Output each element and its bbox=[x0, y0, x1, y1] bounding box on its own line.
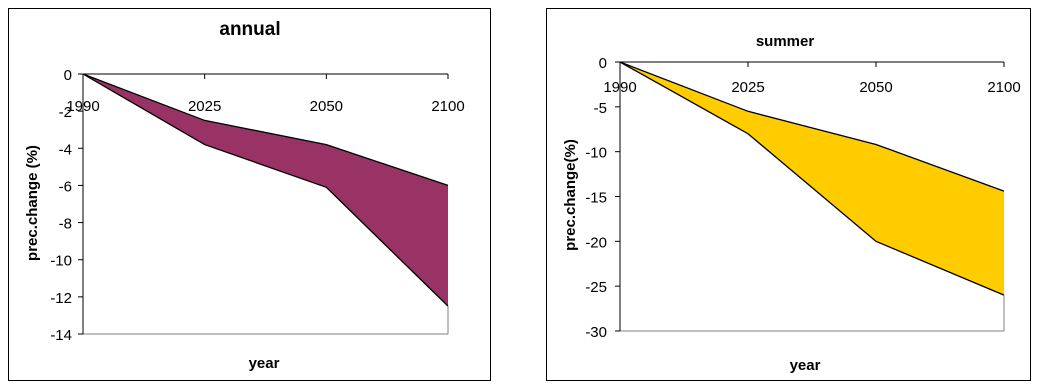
x-tick-label: 2050 bbox=[310, 98, 343, 115]
x-axis-label: year bbox=[249, 355, 280, 372]
y-tick-label: -10 bbox=[585, 145, 607, 162]
x-axis-label: year bbox=[790, 357, 821, 374]
chart-title: summer bbox=[756, 33, 815, 50]
lower-bound-line bbox=[82, 73, 449, 307]
x-tick-label: 2025 bbox=[188, 98, 221, 115]
y-tick-label: -25 bbox=[585, 279, 607, 296]
y-tick-label: -30 bbox=[585, 324, 607, 341]
range-band-area bbox=[620, 62, 1004, 296]
x-tick-label: 1990 bbox=[603, 79, 636, 96]
x-tick-label: 1990 bbox=[66, 98, 99, 115]
y-axis-label: prec.change(%) bbox=[562, 139, 579, 251]
y-tick-label: -8 bbox=[59, 216, 72, 233]
y-tick-label: -15 bbox=[585, 190, 607, 207]
y-axis-label: prec.change (%) bbox=[24, 145, 41, 261]
plot-area: 0 -2 -4 -6 -8 -10 -12 -14 1990 2025 2050 2100 bbox=[50, 67, 464, 344]
y-tick-label: -5 bbox=[594, 100, 607, 117]
y-tick-label: -12 bbox=[50, 290, 72, 307]
plot-area: 0 -5 -10 -15 -20 -25 -30 1990 2025 2050 2100 bbox=[585, 55, 1020, 341]
y-tick-label: -14 bbox=[50, 327, 72, 344]
upper-bound-line bbox=[619, 61, 1005, 192]
upper-bound-line bbox=[82, 73, 449, 187]
range-band-area bbox=[83, 74, 448, 307]
y-tick-label: -6 bbox=[59, 178, 72, 195]
y-tick-label: 0 bbox=[64, 67, 72, 84]
chart-title: annual bbox=[219, 19, 280, 40]
y-tick-label: -20 bbox=[585, 234, 607, 251]
x-tick-label: 2100 bbox=[431, 98, 464, 115]
y-tick-label: -10 bbox=[50, 253, 72, 270]
x-tick-label: 2050 bbox=[859, 79, 892, 96]
x-tick-label: 2025 bbox=[731, 79, 764, 96]
lower-bound-line bbox=[619, 61, 1005, 296]
y-tick-label: 0 bbox=[599, 55, 607, 72]
y-tick-label: -4 bbox=[59, 141, 72, 158]
y-tick-label: -2 bbox=[59, 104, 72, 121]
x-tick-label: 2100 bbox=[987, 79, 1020, 96]
